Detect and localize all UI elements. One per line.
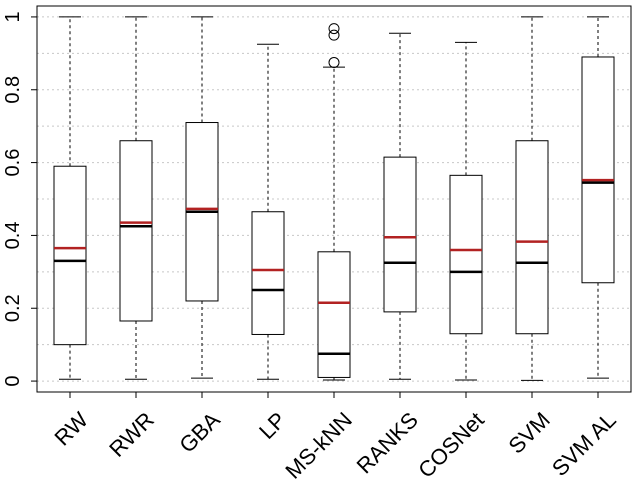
iqr-box (251, 211, 285, 335)
category-label: SVM AL (547, 407, 621, 480)
box-cosnet (449, 41, 483, 381)
iqr-box (53, 165, 87, 346)
box-svm-al (581, 16, 615, 379)
iqr-box (581, 56, 615, 284)
box-lp (251, 43, 285, 380)
y-tick-label: 0.6 (2, 149, 24, 177)
y-tick-label: 0.4 (2, 222, 24, 250)
y-tick-label: 0.8 (2, 76, 24, 104)
y-tick-label: 1 (2, 11, 24, 22)
box-svm (515, 16, 549, 381)
category-label: MS-kNN (280, 407, 356, 480)
y-tick-label: 0 (2, 376, 24, 387)
box-rw (53, 16, 87, 380)
category-label: COSNet (413, 407, 489, 480)
outlier-point (328, 23, 340, 35)
iqr-box (515, 140, 549, 335)
category-label: GBA (174, 407, 225, 458)
category-label: RWR (104, 407, 159, 462)
iqr-box (383, 156, 417, 313)
category-label: RW (50, 407, 93, 450)
outlier-point (328, 29, 340, 41)
plot-frame (36, 5, 632, 393)
category-label: LP (254, 407, 291, 444)
y-axis: 0 0.2 0.4 0.6 0.8 1 (2, 11, 37, 387)
iqr-box (119, 140, 153, 322)
category-label: RANKS (352, 407, 423, 478)
box-gba (185, 16, 219, 379)
y-tick-label: 0.2 (2, 294, 24, 322)
boxes (53, 16, 615, 381)
iqr-box (449, 174, 483, 335)
category-label: SVM (503, 407, 554, 458)
box-rwr (119, 16, 153, 380)
outlier-point (328, 56, 340, 68)
box-ms-knn (317, 23, 351, 381)
iqr-box (317, 251, 351, 378)
box-ranks (383, 32, 417, 380)
